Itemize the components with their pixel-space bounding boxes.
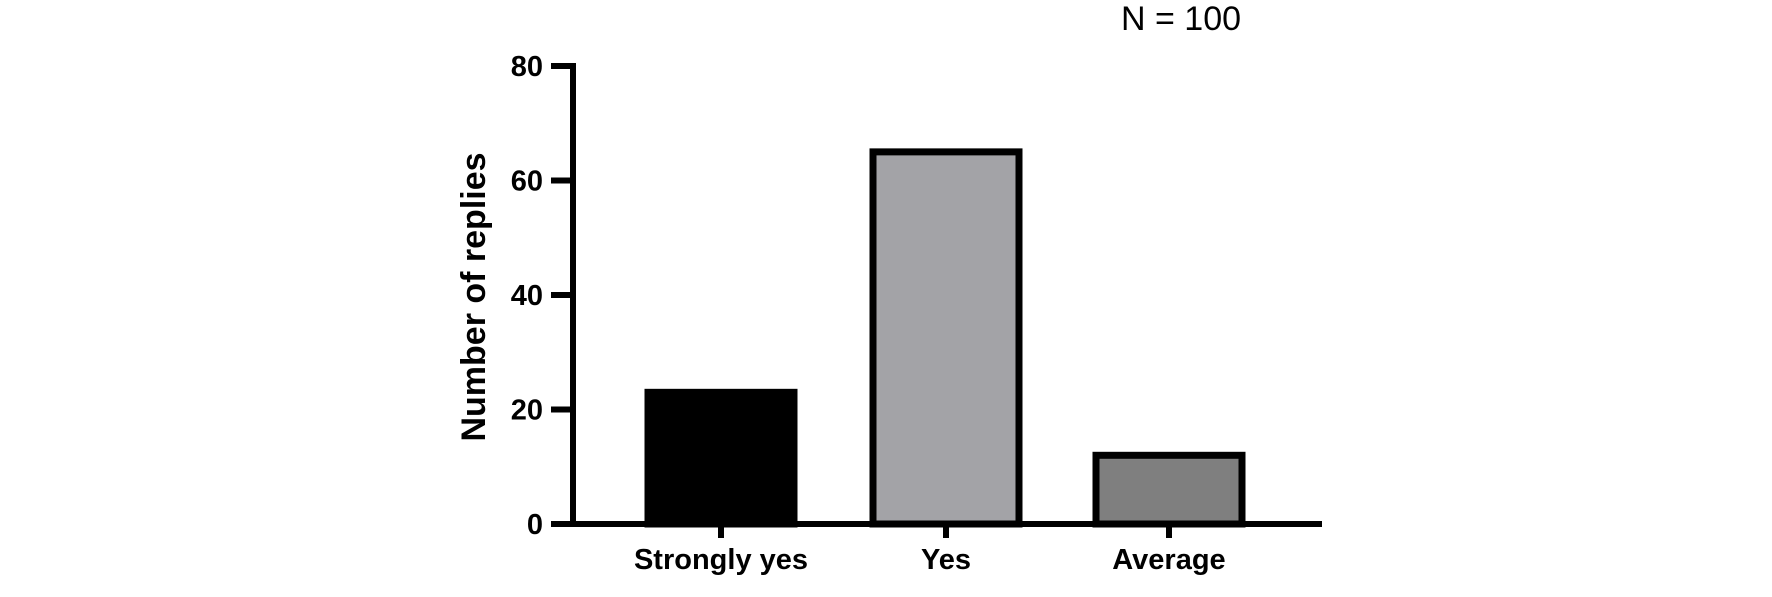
y-tick-label-80: 80 [511, 51, 543, 83]
y-tick-label-20: 20 [511, 395, 543, 427]
axes-group: 0 20 40 60 80 Strongly yes Yes Average [511, 51, 1322, 576]
bar-yes [869, 148, 1023, 528]
bars-group [644, 148, 1246, 528]
x-tick-label-average: Average [1112, 544, 1225, 576]
bar-strongly-yes [644, 388, 798, 528]
x-tick-label-strongly-yes: Strongly yes [634, 544, 808, 576]
y-tick-label-0: 0 [527, 509, 543, 541]
y-axis-title: Number of replies [455, 152, 493, 441]
y-tick-label-60: 60 [511, 166, 543, 198]
x-tick-label-yes: Yes [921, 544, 971, 576]
sample-size-annotation: N = 100 [1121, 0, 1241, 38]
bar-average [1092, 451, 1246, 528]
y-tick-label-40: 40 [511, 280, 543, 312]
